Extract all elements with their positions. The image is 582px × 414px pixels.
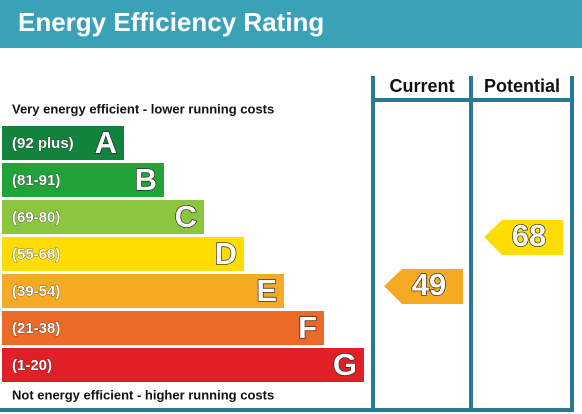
column-header: Potential xyxy=(484,76,560,96)
potential-score: 68 xyxy=(512,218,546,253)
frame xyxy=(0,76,574,412)
current-arrow xyxy=(384,269,463,304)
current-score: 49 xyxy=(412,267,446,302)
band-range: (55-68) xyxy=(12,246,60,263)
band-bar xyxy=(2,163,164,197)
top-note: Very energy efficient - lower running co… xyxy=(12,101,274,116)
column-header: Current xyxy=(389,76,454,96)
potential-arrow xyxy=(484,220,563,255)
title: Energy Efficiency Rating xyxy=(18,7,324,37)
band-letter: D xyxy=(215,236,237,271)
title-bar xyxy=(0,0,582,48)
band-bar xyxy=(2,348,364,382)
band-bar xyxy=(2,126,124,160)
band-letter: B xyxy=(135,162,157,197)
band-range: (21-38) xyxy=(12,320,60,337)
band-range: (69-80) xyxy=(12,209,60,226)
band-bar xyxy=(2,311,324,345)
band-range: (39-54) xyxy=(12,283,60,300)
band-letter: F xyxy=(298,310,317,345)
band-letter: C xyxy=(175,199,197,234)
band-bar xyxy=(2,200,204,234)
band-range: (1-20) xyxy=(12,357,52,374)
band-range: (92 plus) xyxy=(12,135,74,152)
band-bar xyxy=(2,274,284,308)
band-bar xyxy=(2,237,244,271)
band-letter: A xyxy=(95,125,117,160)
band-letter: G xyxy=(333,347,357,382)
band-range: (81-91) xyxy=(12,172,60,189)
band-letter: E xyxy=(256,273,277,308)
bottom-note: Not energy efficient - higher running co… xyxy=(12,387,274,402)
